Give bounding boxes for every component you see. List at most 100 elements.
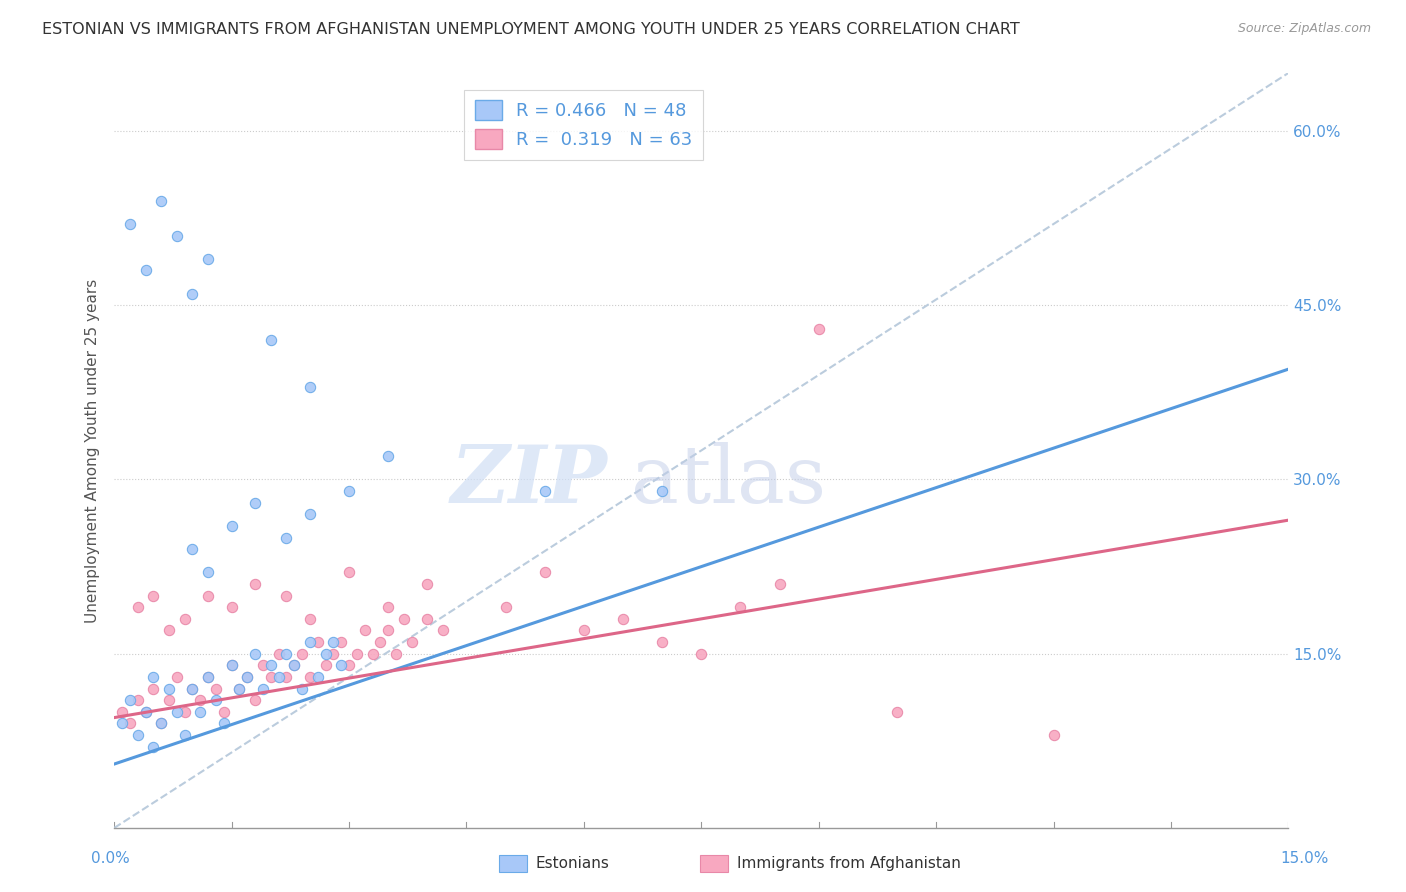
Legend: R = 0.466   N = 48, R =  0.319   N = 63: R = 0.466 N = 48, R = 0.319 N = 63: [464, 89, 703, 160]
Point: [197, 670, 219, 684]
Text: 0.0%: 0.0%: [91, 851, 131, 865]
Point: [298, 635, 321, 649]
Point: [221, 658, 243, 673]
Point: [612, 612, 634, 626]
Point: [252, 681, 274, 696]
Point: [157, 624, 180, 638]
Point: [228, 681, 250, 696]
Point: [142, 589, 165, 603]
Point: [173, 728, 195, 742]
Text: Source: ZipAtlas.com: Source: ZipAtlas.com: [1237, 22, 1371, 36]
Point: [291, 681, 314, 696]
Point: [401, 635, 423, 649]
Point: [283, 658, 305, 673]
Point: [166, 705, 188, 719]
Point: [267, 670, 290, 684]
Point: [212, 716, 235, 731]
Point: [221, 519, 243, 533]
Point: [276, 531, 298, 545]
Text: ZIP: ZIP: [450, 442, 607, 519]
Point: [134, 705, 156, 719]
Point: [173, 612, 195, 626]
Point: [118, 217, 141, 231]
Point: [315, 658, 337, 673]
Point: [188, 705, 211, 719]
Point: [166, 670, 188, 684]
Point: [118, 716, 141, 731]
Point: [377, 624, 399, 638]
Point: [252, 658, 274, 673]
Point: [134, 263, 156, 277]
Point: [267, 647, 290, 661]
Point: [243, 496, 266, 510]
Point: [243, 647, 266, 661]
Point: [690, 647, 713, 661]
Point: [236, 670, 259, 684]
Point: [651, 484, 673, 499]
Point: [307, 670, 329, 684]
Point: [197, 252, 219, 266]
Point: [298, 508, 321, 522]
Point: [157, 681, 180, 696]
Point: [118, 693, 141, 707]
Point: [150, 716, 173, 731]
Text: 15.0%: 15.0%: [1281, 851, 1329, 865]
Point: [127, 728, 149, 742]
Point: [291, 647, 314, 661]
Point: [572, 624, 595, 638]
Point: [127, 693, 149, 707]
Point: [1042, 728, 1064, 742]
Point: [260, 670, 283, 684]
Point: [768, 577, 790, 591]
Point: [205, 681, 228, 696]
Point: [337, 484, 360, 499]
Point: [322, 635, 344, 649]
Point: [330, 658, 353, 673]
Point: [298, 379, 321, 393]
Point: [181, 286, 204, 301]
Point: [111, 716, 134, 731]
Point: [188, 693, 211, 707]
Point: [377, 600, 399, 615]
Point: [157, 693, 180, 707]
Point: [142, 681, 165, 696]
Text: Estonians: Estonians: [536, 856, 610, 871]
Point: [330, 635, 353, 649]
Point: [142, 670, 165, 684]
Point: [392, 612, 415, 626]
Point: [181, 681, 204, 696]
Point: [111, 705, 134, 719]
Point: [142, 739, 165, 754]
Point: [228, 681, 250, 696]
Point: [276, 670, 298, 684]
Point: [730, 600, 752, 615]
Point: [337, 658, 360, 673]
Point: [181, 542, 204, 557]
Point: [197, 566, 219, 580]
Point: [283, 658, 305, 673]
Text: ESTONIAN VS IMMIGRANTS FROM AFGHANISTAN UNEMPLOYMENT AMONG YOUTH UNDER 25 YEARS : ESTONIAN VS IMMIGRANTS FROM AFGHANISTAN …: [42, 22, 1019, 37]
Point: [260, 658, 283, 673]
Point: [298, 670, 321, 684]
Point: [134, 705, 156, 719]
Text: atlas: atlas: [631, 442, 825, 520]
Point: [370, 635, 392, 649]
Point: [221, 600, 243, 615]
Point: [322, 647, 344, 661]
Text: Immigrants from Afghanistan: Immigrants from Afghanistan: [737, 856, 960, 871]
Point: [346, 647, 368, 661]
Point: [377, 450, 399, 464]
Point: [651, 635, 673, 649]
Y-axis label: Unemployment Among Youth under 25 years: Unemployment Among Youth under 25 years: [86, 278, 100, 623]
Point: [416, 577, 439, 591]
Point: [298, 612, 321, 626]
Point: [212, 705, 235, 719]
Point: [807, 321, 830, 335]
Point: [533, 484, 555, 499]
Point: [307, 635, 329, 649]
Point: [221, 658, 243, 673]
Point: [205, 693, 228, 707]
Point: [385, 647, 408, 661]
Point: [495, 600, 517, 615]
Point: [173, 705, 195, 719]
